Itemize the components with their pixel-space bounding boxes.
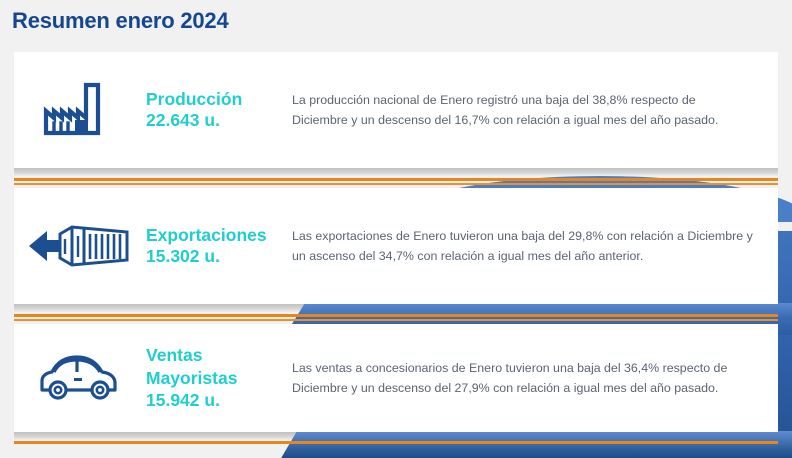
metric-name: Exportaciones (146, 224, 267, 245)
summary-card-ventas-mayoristas: Ventas Mayoristas 15.942 u. Las ventas a… (14, 324, 778, 432)
car-icon (14, 352, 144, 404)
shipping-container-icon (14, 221, 144, 271)
orange-divider-2 (14, 314, 778, 317)
metric-value: 22.643 u. (146, 110, 220, 130)
summary-card-exportaciones: Exportaciones 15.302 u. Las exportacione… (14, 188, 778, 304)
page-title: Resumen enero 2024 (12, 8, 229, 33)
metric-value: 15.942 u. (146, 390, 220, 411)
card-shadow-strip-1 (14, 167, 778, 176)
metric-label-group-exportaciones: Exportaciones 15.302 u. (144, 225, 284, 268)
metric-description: Las exportaciones de Enero tuvieron una … (292, 228, 753, 263)
card-shadow-strip-2 (14, 303, 778, 312)
card-shadow-strip-3 (14, 431, 778, 440)
orange-divider-2b (14, 319, 778, 321)
metric-name: Producción (146, 88, 243, 109)
orange-divider-1 (14, 178, 778, 181)
decorative-blue-band-bottom (0, 431, 792, 458)
orange-divider-1b (14, 183, 778, 185)
metric-name: Ventas Mayoristas (146, 344, 238, 388)
factory-icon (14, 79, 144, 141)
metric-value: 15.302 u. (146, 246, 220, 266)
metric-label-group-produccion: Producción 22.643 u. (144, 89, 284, 132)
summary-card-produccion: Producción 22.643 u. La producción nacio… (14, 52, 778, 168)
orange-divider-3 (14, 441, 778, 444)
metric-description: La producción nacional de Enero registró… (292, 92, 719, 127)
metric-label-group-ventas: Ventas Mayoristas 15.942 u. (144, 344, 284, 412)
metric-description: Las ventas a concesionarios de Enero tuv… (292, 360, 728, 395)
